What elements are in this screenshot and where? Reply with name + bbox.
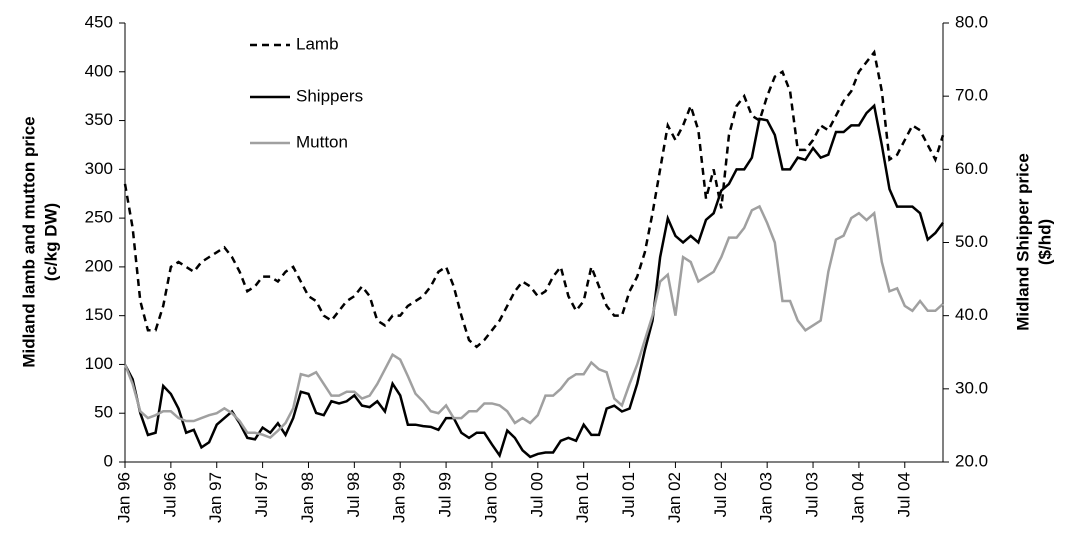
y2-tick-label: 80.0 [955, 12, 988, 31]
y-tick-label: 450 [85, 12, 113, 31]
legend-label: Shippers [296, 86, 363, 105]
legend-label: Lamb [296, 34, 339, 53]
series-line [123, 204, 944, 440]
x-tick-label: Jul 00 [527, 472, 546, 517]
x-tick-label: Jan 01 [573, 472, 592, 523]
y-axis-title: (c/kg DW) [41, 203, 60, 281]
y2-tick-label: 20.0 [955, 451, 988, 470]
y-tick-label: 300 [85, 159, 113, 178]
x-tick-label: Jan 96 [114, 472, 133, 523]
y-tick-label: 0 [104, 451, 113, 470]
x-tick-label: Jan 04 [848, 472, 867, 523]
y-tick-label: 200 [85, 256, 113, 275]
y2-tick-label: 60.0 [955, 159, 988, 178]
y-axis-title: Midland lamb and mutton price [19, 116, 38, 367]
series-line [123, 49, 945, 349]
x-tick-label: Jul 02 [711, 472, 730, 517]
y-tick-label: 350 [85, 110, 113, 129]
y2-tick-label: 50.0 [955, 232, 988, 251]
y2-tick-label: 70.0 [955, 86, 988, 105]
x-tick-label: Jul 98 [344, 472, 363, 517]
x-tick-label: Jan 98 [298, 472, 317, 523]
y-tick-label: 100 [85, 354, 113, 373]
x-tick-label: Jul 04 [894, 472, 913, 517]
x-tick-label: Jul 99 [436, 472, 455, 517]
x-tick-label: Jul 97 [252, 472, 271, 517]
y-tick-label: 50 [94, 403, 113, 422]
y2-tick-label: 30.0 [955, 378, 988, 397]
x-tick-label: Jul 01 [619, 472, 638, 517]
x-tick-label: Jan 02 [665, 472, 684, 523]
x-tick-label: Jul 03 [803, 472, 822, 517]
y-tick-label: 150 [85, 305, 113, 324]
legend-label: Mutton [296, 132, 348, 151]
y2-axis-title: ($/hd) [1035, 219, 1054, 265]
y-tick-label: 400 [85, 61, 113, 80]
series-line [123, 103, 945, 459]
y-tick-label: 250 [85, 208, 113, 227]
x-tick-label: Jan 97 [206, 472, 225, 523]
x-tick-label: Jan 99 [390, 472, 409, 523]
y2-axis-title: Midland Shipper price [1013, 153, 1032, 331]
x-tick-label: Jul 96 [160, 472, 179, 517]
x-tick-label: Jan 03 [757, 472, 776, 523]
x-tick-label: Jan 00 [481, 472, 500, 523]
y2-tick-label: 40.0 [955, 305, 988, 324]
